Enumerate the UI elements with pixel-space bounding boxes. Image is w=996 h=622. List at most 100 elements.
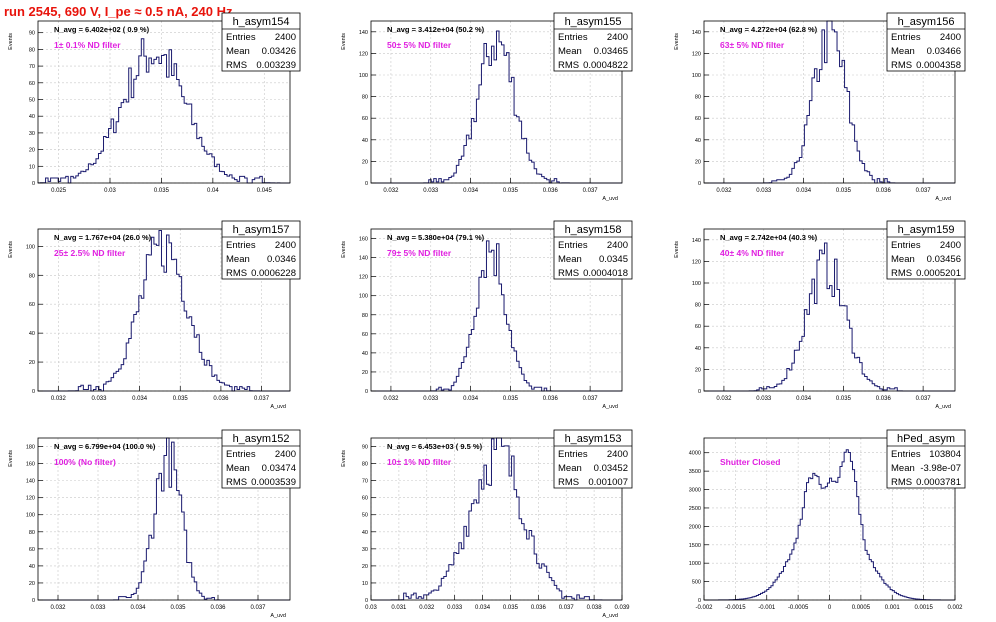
x-tick-label: 0.033 [90, 605, 106, 611]
y-tick-label: 20 [362, 159, 368, 165]
y-tick-label: 140 [692, 238, 701, 244]
histogram-panel: 0.03 0.031 0.032 0.033 0.034 0.035 0.036 0.037 0… [341, 429, 633, 619]
x-tick-label: 0.032 [50, 605, 66, 611]
y-tick-label: 20 [695, 159, 701, 165]
y-tick-label: 80 [362, 313, 368, 319]
y-tick-label: 1500 [689, 543, 701, 549]
navg-label: N_avg = 6.453e+03 ( 9.5 %) [387, 442, 483, 451]
x-tick-label: 0.038 [587, 605, 603, 611]
y-tick-label: 60 [362, 332, 368, 338]
x-tick-label: 0.034 [796, 188, 812, 194]
x-tick-label: 0.033 [756, 188, 772, 194]
histogram-panel: 0.032 0.033 0.034 0.035 0.036 0.037 0 20 40 60 80 1… [341, 220, 633, 410]
x-tick-label: 0.033 [756, 396, 772, 402]
y-tick-label: 160 [26, 462, 35, 468]
stats-key: RMS [558, 60, 579, 71]
plot-frame [370, 20, 623, 184]
y-tick-label: 1000 [689, 561, 701, 567]
stats-value: 0.001007 [588, 477, 628, 488]
x-tick-label: 0.034 [463, 188, 479, 194]
plot-frame [370, 228, 623, 392]
x-tick-label: 0.039 [614, 605, 630, 611]
stats-title: h_asym157 [233, 224, 290, 236]
y-axis-label: Events [341, 241, 347, 258]
x-tick-label: 0.036 [531, 605, 547, 611]
stats-key: Mean [891, 46, 915, 57]
y-tick-label: 20 [29, 360, 35, 366]
y-tick-label: 120 [692, 259, 701, 265]
x-tick-label: 0.037 [583, 396, 599, 402]
stats-value: 0.003239 [256, 60, 296, 71]
x-tick-label: 0.035 [836, 188, 852, 194]
x-tick-label: 0.032 [419, 605, 435, 611]
y-tick-label: 90 [29, 31, 35, 37]
x-axis-label: A_uvd [602, 404, 618, 410]
page-title: run 2545, 690 V, I_pe ≈ 0.5 nA, 240 Hz [4, 4, 233, 19]
stats-key: RMS [558, 477, 579, 488]
stats-box [886, 220, 966, 280]
stats-key: Mean [226, 463, 250, 474]
stats-title: h_asym158 [565, 224, 622, 236]
stats-key: RMS [558, 268, 579, 279]
stats-value: 2400 [275, 449, 296, 460]
y-tick-label: 2000 [689, 524, 701, 530]
y-tick-label: 140 [359, 256, 368, 262]
x-tick-label: 0.002 [947, 605, 963, 611]
plot-frame [703, 20, 956, 184]
y-axis-label: Events [674, 241, 680, 258]
x-tick-label: 0.04 [207, 188, 219, 194]
x-tick-label: 0.037 [583, 188, 599, 194]
y-tick-label: 140 [359, 30, 368, 36]
stats-key: Entries [891, 240, 921, 251]
histogram-line [370, 437, 623, 601]
y-tick-label: 140 [26, 479, 35, 485]
x-tick-label: 0 [828, 605, 832, 611]
stats-box [886, 12, 966, 72]
y-tick-label: 100 [26, 513, 35, 519]
x-tick-label: 0.036 [876, 396, 892, 402]
x-tick-label: 0.035 [173, 396, 189, 402]
navg-label: N_avg = 2.742e+04 (40.3 %) [720, 233, 818, 242]
x-tick-label: 0.033 [91, 396, 107, 402]
histogram-panel: 0.032 0.033 0.034 0.035 0.036 0.037 0 20 40 60 80 1… [674, 12, 966, 202]
stats-value: 0.0003781 [916, 477, 961, 488]
x-tick-label: 0.0005 [852, 605, 871, 611]
y-tick-label: 40 [695, 346, 701, 352]
y-tick-label: 20 [695, 367, 701, 373]
stats-box [221, 220, 301, 280]
y-axis-label: Events [341, 33, 347, 50]
x-tick-label: 0.036 [543, 396, 559, 402]
stats-key: Mean [891, 254, 915, 265]
y-tick-label: 20 [362, 564, 368, 570]
stats-value: 2400 [607, 32, 628, 43]
stats-value: 0.03426 [262, 46, 296, 57]
filter-annotation: 100% (No filter) [54, 457, 116, 467]
plot-frame [703, 228, 956, 392]
stats-value: 0.0005201 [916, 268, 961, 279]
stats-value: 2400 [940, 32, 961, 43]
filter-annotation: 1± 0.1% ND filter [54, 40, 121, 50]
x-tick-label: 0.001 [885, 605, 901, 611]
y-tick-label: 40 [362, 351, 368, 357]
y-tick-label: 10 [29, 164, 35, 170]
x-tick-label: 0.036 [213, 396, 229, 402]
stats-key: Entries [558, 240, 588, 251]
stats-value: 0.03466 [927, 46, 961, 57]
y-tick-label: 60 [362, 116, 368, 122]
x-tick-label: 0.03 [104, 188, 116, 194]
stats-box [553, 429, 633, 489]
histogram-panel: 0.032 0.033 0.034 0.035 0.036 0.037 0 20 40 60 80 1… [8, 429, 301, 619]
stats-key: Mean [891, 463, 915, 474]
x-tick-label: 0.037 [250, 605, 266, 611]
y-tick-label: 500 [692, 580, 701, 586]
stats-key: RMS [226, 477, 247, 488]
histogram-line [37, 38, 291, 184]
navg-label: N_avg = 3.412e+04 (50.2 %) [387, 25, 485, 34]
stats-title: h_asym159 [898, 224, 955, 236]
y-tick-label: 80 [362, 462, 368, 468]
stats-title: h_asym154 [233, 16, 290, 28]
y-tick-label: 120 [692, 51, 701, 57]
x-tick-label: 0.034 [475, 605, 491, 611]
stats-key: RMS [891, 60, 912, 71]
stats-title: h_asym153 [565, 433, 622, 445]
